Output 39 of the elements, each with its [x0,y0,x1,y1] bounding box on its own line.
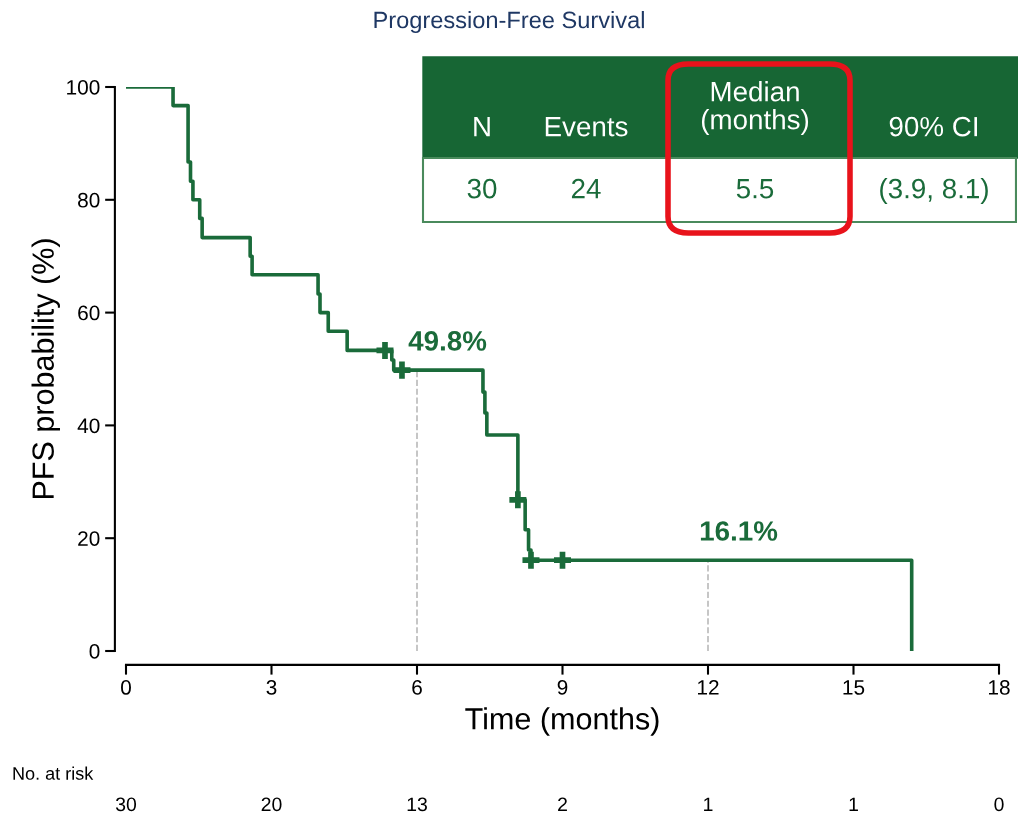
text: 0 [994,797,1004,812]
x-tick-label: 6 [412,680,422,695]
text: 13 [407,797,427,812]
annotation: Events [545,117,628,137]
y-tick-label: 0 [89,644,100,659]
point [376,341,394,359]
y-tick-label: 40 [77,418,100,434]
x-tick-label: 12 [698,680,719,695]
text: 2 [558,797,567,812]
text: 30 [115,797,137,812]
point [509,491,527,509]
point [553,551,572,569]
chart-title: Progression-Free Survival [374,11,644,33]
text: No. at risk [13,766,94,780]
y-tick-label: 80 [78,192,100,208]
x-tick-label: 18 [989,680,1010,695]
text: 1 [849,797,858,812]
annotation: 49.8% [408,331,487,351]
y-tick-label: 20 [78,531,100,546]
annotation: Median (months) [701,81,809,135]
annotation: (3.9, 8.1) [880,178,988,204]
x-tick-label: 0 [121,680,131,695]
x-tick-label: 15 [843,680,865,695]
annotation: 90% CI [889,116,977,137]
y-axis-title: PFS probability (%) [31,239,60,499]
x-tick-label: 9 [557,680,568,695]
annotation: 5.5 [736,179,774,199]
point [393,361,411,379]
y-tick-label: 60 [78,305,100,321]
y-tick-label: 100 [67,80,100,95]
annotation: 16.1% [700,521,778,541]
x-tick-label: 3 [266,680,277,695]
annotation: N [474,117,490,137]
point [522,551,540,569]
text: 1 [704,797,713,812]
annotation: 30 [467,178,497,199]
annotation: 24 [571,178,601,199]
text: 20 [261,797,282,812]
x-axis-title: Time (months) [465,707,659,736]
